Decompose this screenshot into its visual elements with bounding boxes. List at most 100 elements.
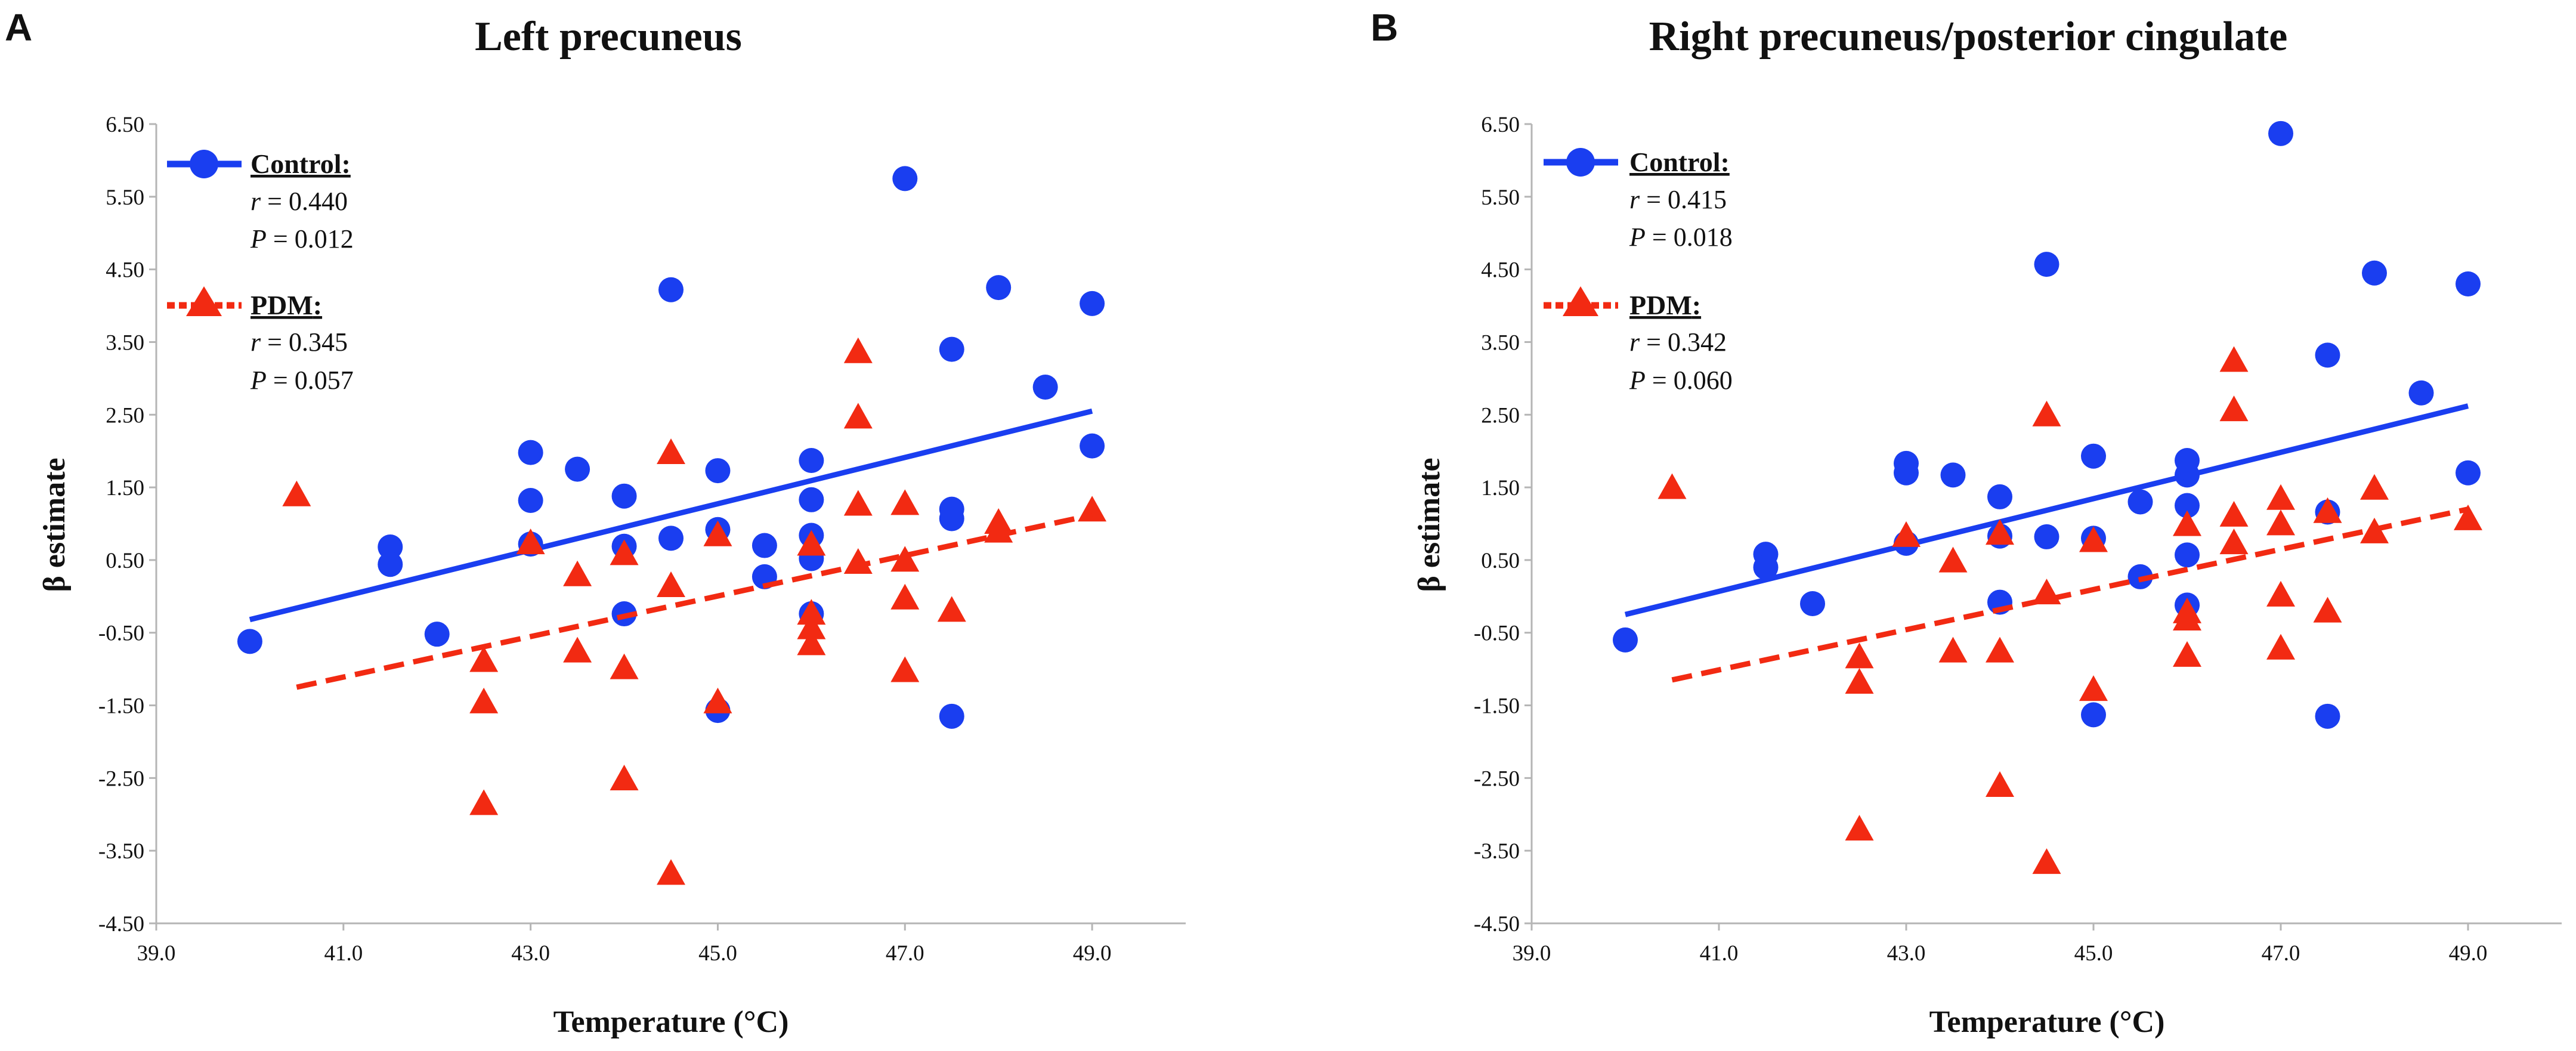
legend-pdm-marker xyxy=(1563,286,1598,316)
control-point xyxy=(658,526,684,551)
control-point xyxy=(1080,290,1105,316)
legend-pdm-marker xyxy=(186,286,222,316)
control-point xyxy=(518,440,543,465)
pdm-point xyxy=(469,789,499,815)
control-point xyxy=(986,275,1012,301)
y-tick-label: 5.50 xyxy=(106,186,144,210)
control-point xyxy=(2456,460,2481,486)
control-point xyxy=(2175,542,2200,568)
x-tick-label: 41.0 xyxy=(324,941,363,966)
control-point xyxy=(2034,524,2059,549)
pdm-point xyxy=(843,337,873,363)
pdm-point xyxy=(703,520,732,546)
control-point xyxy=(939,336,964,362)
pdm-point xyxy=(890,546,920,572)
x-tick-label: 39.0 xyxy=(1513,941,1551,966)
pdm-point xyxy=(2173,641,2201,667)
y-tick-label: 0.50 xyxy=(106,549,144,573)
y-tick-label: 0.50 xyxy=(1481,549,1520,573)
pdm-point xyxy=(937,596,966,622)
plot-area: 6.50 5.50 4.50 3.50 2.50 1.50 0.50 -0.50 -1.50 -2… xyxy=(98,113,1186,966)
panel-label: A xyxy=(5,6,32,49)
pdm-point xyxy=(2032,848,2061,874)
y-tick-label: -0.50 xyxy=(98,622,144,646)
x-tick-label: 49.0 xyxy=(2449,941,2488,966)
pdm-point xyxy=(890,489,920,515)
control-point xyxy=(752,533,777,558)
panel-left-precuneus: A Left precuneus 6.50 5.50 4.50 3.50 2.50 1.5… xyxy=(5,6,1186,1039)
legend-pdm-r: r = 0.342 xyxy=(1629,327,1727,357)
y-tick-label: -0.50 xyxy=(1474,622,1520,646)
y-tick-label: 4.50 xyxy=(1481,258,1520,283)
x-tick-label: 41.0 xyxy=(1700,941,1739,966)
pdm-point xyxy=(2313,596,2342,623)
pdm-point xyxy=(2454,504,2482,530)
control-point xyxy=(705,458,731,484)
control-point xyxy=(2034,252,2059,277)
y-tick-label: -2.50 xyxy=(98,766,144,791)
control-point xyxy=(2456,271,2481,296)
control-point xyxy=(2175,493,2200,518)
svg-text:PDM:: PDM: xyxy=(251,290,322,320)
legend-pdm-name: PDM xyxy=(1629,290,1692,320)
pdm-point xyxy=(797,599,826,625)
control-point xyxy=(518,488,543,514)
pdm-point xyxy=(843,490,873,516)
pdm-point xyxy=(890,583,920,610)
pdm-point xyxy=(657,859,685,885)
pdm-point xyxy=(2032,400,2061,426)
control-trend-line xyxy=(1624,403,2469,617)
control-point xyxy=(1613,627,1638,653)
control-point xyxy=(611,483,637,509)
legend: Control: r = 0.415 P = 0.018 PDM: r = 0.… xyxy=(1544,147,1733,395)
control-point xyxy=(939,506,964,531)
x-tick-label: 49.0 xyxy=(1073,941,1112,966)
pdm-point xyxy=(1892,521,1921,547)
pdm-point xyxy=(516,528,545,555)
y-tick-label: 3.50 xyxy=(106,330,144,355)
legend-control-name: Control xyxy=(1629,147,1721,177)
control-point xyxy=(2315,703,2340,729)
legend-control-marker xyxy=(1566,148,1595,177)
pdm-point xyxy=(1938,636,1968,663)
pdm-point xyxy=(563,636,592,663)
pdm-point xyxy=(563,560,592,586)
y-tick-label: 2.50 xyxy=(1481,403,1520,428)
control-point xyxy=(237,629,262,654)
y-tick-label: 4.50 xyxy=(106,258,144,283)
pdm-point xyxy=(2173,510,2201,536)
legend-control-name: Control xyxy=(251,149,342,179)
y-tick-label: 6.50 xyxy=(106,113,144,137)
pdm-point xyxy=(610,765,639,791)
legend-pdm-p: P = 0.057 xyxy=(250,366,354,395)
pdm-point xyxy=(610,653,639,679)
control-point xyxy=(1800,591,1825,616)
pdm-point xyxy=(282,480,311,506)
control-point xyxy=(2268,120,2293,146)
pdm-point xyxy=(1986,771,2014,797)
x-tick-label: 39.0 xyxy=(137,941,176,966)
y-tick-label: 1.50 xyxy=(106,476,144,500)
pdm-point xyxy=(2079,526,2108,552)
pdm-point xyxy=(2173,597,2201,623)
legend-control-p: P = 0.018 xyxy=(1629,222,1733,252)
legend-control-p: P = 0.012 xyxy=(250,224,354,254)
control-point xyxy=(1753,555,1779,580)
pdm-point xyxy=(1845,668,1874,694)
pdm-point xyxy=(2219,500,2249,527)
y-tick-label: -4.50 xyxy=(1474,912,1520,936)
x-tick-label: 43.0 xyxy=(511,941,550,966)
control-point xyxy=(2408,380,2434,406)
y-tick-label: -1.50 xyxy=(98,694,144,719)
control-trend-line xyxy=(249,408,1093,623)
pdm-point xyxy=(2266,484,2295,510)
pdm-point xyxy=(890,656,920,682)
plot-area: 6.50 5.50 4.50 3.50 2.50 1.50 0.50 -0.50 -1.50 -2… xyxy=(1474,113,2562,966)
legend-pdm-name: PDM xyxy=(251,290,313,320)
y-tick-label: -4.50 xyxy=(98,912,144,936)
y-tick-label: -3.50 xyxy=(98,839,144,864)
y-axis-label: β estimate xyxy=(38,458,72,592)
y-tick-label: 5.50 xyxy=(1481,186,1520,210)
control-point xyxy=(2362,260,2387,286)
